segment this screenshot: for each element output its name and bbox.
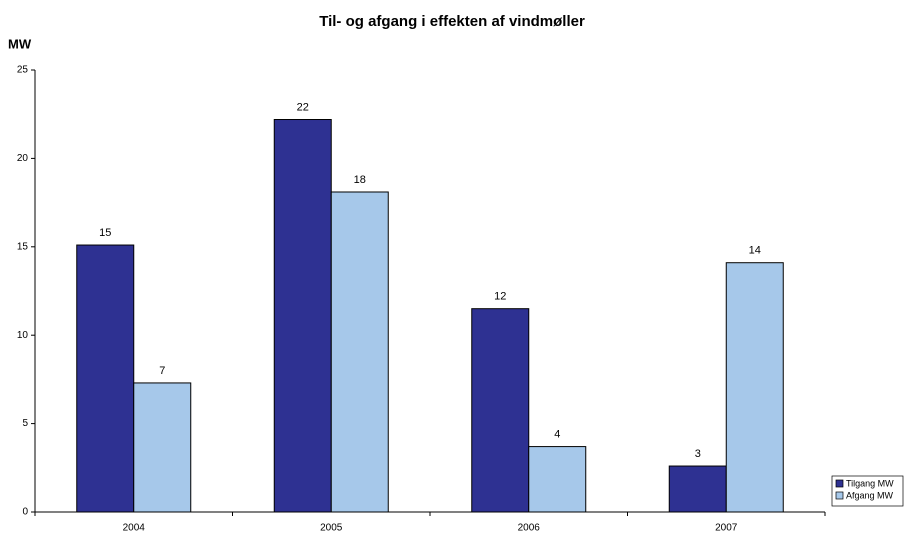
bar xyxy=(528,446,587,513)
x-tick-label: 2007 xyxy=(715,523,738,533)
bar xyxy=(133,382,192,513)
legend-label: Tilgang MW xyxy=(846,478,894,488)
bar xyxy=(725,262,784,513)
y-tick-label: 10 xyxy=(17,330,29,341)
x-tick-label: 2004 xyxy=(123,523,146,533)
y-tick-label: 15 xyxy=(17,241,29,252)
value-label: 15 xyxy=(99,227,111,239)
bar xyxy=(330,191,389,513)
y-axis-label: MW xyxy=(8,36,32,51)
bar xyxy=(668,465,727,513)
legend-label: Afgang MW xyxy=(846,490,894,500)
bar xyxy=(471,308,530,513)
value-label: 14 xyxy=(749,245,761,257)
y-tick-label: 20 xyxy=(17,153,29,164)
chart-title: Til- og afgang i effekten af vindmøller xyxy=(319,13,585,30)
legend-swatch xyxy=(835,491,844,500)
legend-box xyxy=(831,475,904,507)
value-label: 22 xyxy=(297,101,309,113)
value-label: 3 xyxy=(695,448,701,460)
value-label: 18 xyxy=(354,174,366,186)
bar xyxy=(76,244,135,513)
value-label: 4 xyxy=(554,428,560,440)
y-tick-label: 5 xyxy=(22,418,28,429)
x-tick-label: 2005 xyxy=(320,523,343,533)
y-tick-label: 25 xyxy=(17,65,29,76)
bar xyxy=(273,119,332,513)
value-label: 12 xyxy=(494,291,506,303)
legend-swatch xyxy=(835,479,844,488)
y-tick-label: 0 xyxy=(22,507,28,518)
x-tick-label: 2006 xyxy=(518,523,541,533)
value-label: 7 xyxy=(159,365,165,377)
